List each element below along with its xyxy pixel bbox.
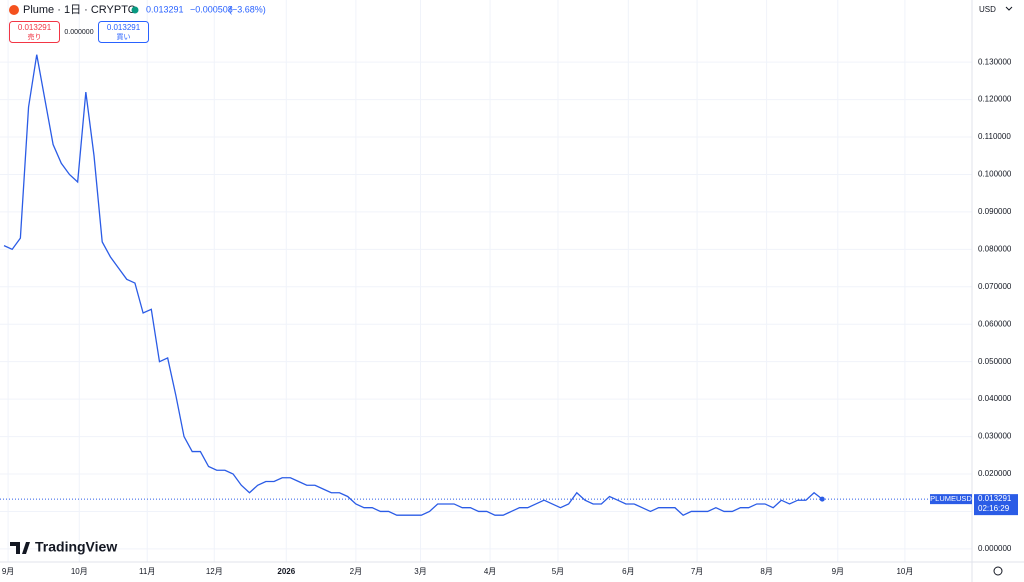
- y-tick-label: 0.110000: [978, 132, 1011, 141]
- y-tick-label: 0.120000: [978, 95, 1012, 104]
- x-tick-label: 4月: [484, 567, 496, 576]
- y-tick-label: 0.130000: [978, 57, 1012, 66]
- y-tick-label: 0.060000: [978, 319, 1012, 328]
- y-tick-label: 0.040000: [978, 394, 1012, 403]
- y-tick-label: 0.090000: [978, 207, 1012, 216]
- logo-mark: [10, 542, 30, 554]
- x-tick-label: 7月: [691, 567, 703, 576]
- x-tick-label: 12月: [206, 567, 223, 576]
- ticker-label-bg: [930, 494, 972, 505]
- symbol[interactable]: Plume · 1日 · CRYPTO: [23, 4, 137, 16]
- y-tick-label: 0.030000: [978, 432, 1012, 441]
- x-tick-label: 6月: [622, 567, 634, 576]
- y-tick-label: 0.070000: [978, 282, 1012, 291]
- brand: TradingView: [35, 539, 117, 555]
- spread: 0.000000: [64, 29, 93, 36]
- x-tick-label: 2月: [350, 567, 362, 576]
- grid: [0, 0, 972, 562]
- currency[interactable]: USD: [979, 5, 996, 14]
- x-tick-label: 8月: [760, 567, 772, 576]
- market-status: [131, 6, 139, 14]
- x-tick-label: 9月: [2, 567, 14, 576]
- settings-icon[interactable]: [993, 566, 1003, 576]
- price-label-bg: [974, 494, 1018, 516]
- axes: 0.0000000.0100000.0200000.0300000.040000…: [2, 57, 1018, 576]
- y-tick-label: 0.080000: [978, 244, 1012, 253]
- change-percent: (−3.68%): [229, 4, 266, 14]
- y-tick-label: 0.000000: [978, 544, 1012, 553]
- sell-button[interactable]: [9, 21, 60, 43]
- x-tick-label: 9月: [832, 567, 844, 576]
- price-line: [3, 54, 823, 516]
- price: 0.013291: [146, 4, 184, 14]
- x-tick-label: 10月: [896, 567, 913, 576]
- sell-price: 0.013291: [18, 23, 52, 32]
- symbol-icon: [9, 5, 19, 15]
- x-tick-label: 3月: [414, 567, 426, 576]
- ticker-label: PLUMEUSD: [930, 494, 972, 503]
- change: −0.000508: [190, 4, 233, 14]
- buy-button[interactable]: [98, 21, 149, 43]
- sell-label: 売り: [28, 32, 42, 41]
- buy-price: 0.013291: [107, 23, 141, 32]
- y-tick-label: 0.020000: [978, 469, 1012, 478]
- x-tick-label: 11月: [139, 567, 155, 576]
- y-tick-label: 0.100000: [978, 170, 1012, 179]
- x-tick-label: 5月: [552, 567, 564, 576]
- x-tick-label: 2026: [277, 567, 295, 576]
- plot: [0, 54, 972, 516]
- countdown: 02:16:29: [978, 504, 1010, 513]
- buy-label: 買い: [117, 33, 131, 41]
- y-tick-label: 0.050000: [978, 357, 1012, 366]
- price-label: 0.013291: [978, 494, 1012, 503]
- x-tick-label: 10月: [71, 567, 88, 576]
- currency-caret: [1005, 6, 1013, 11]
